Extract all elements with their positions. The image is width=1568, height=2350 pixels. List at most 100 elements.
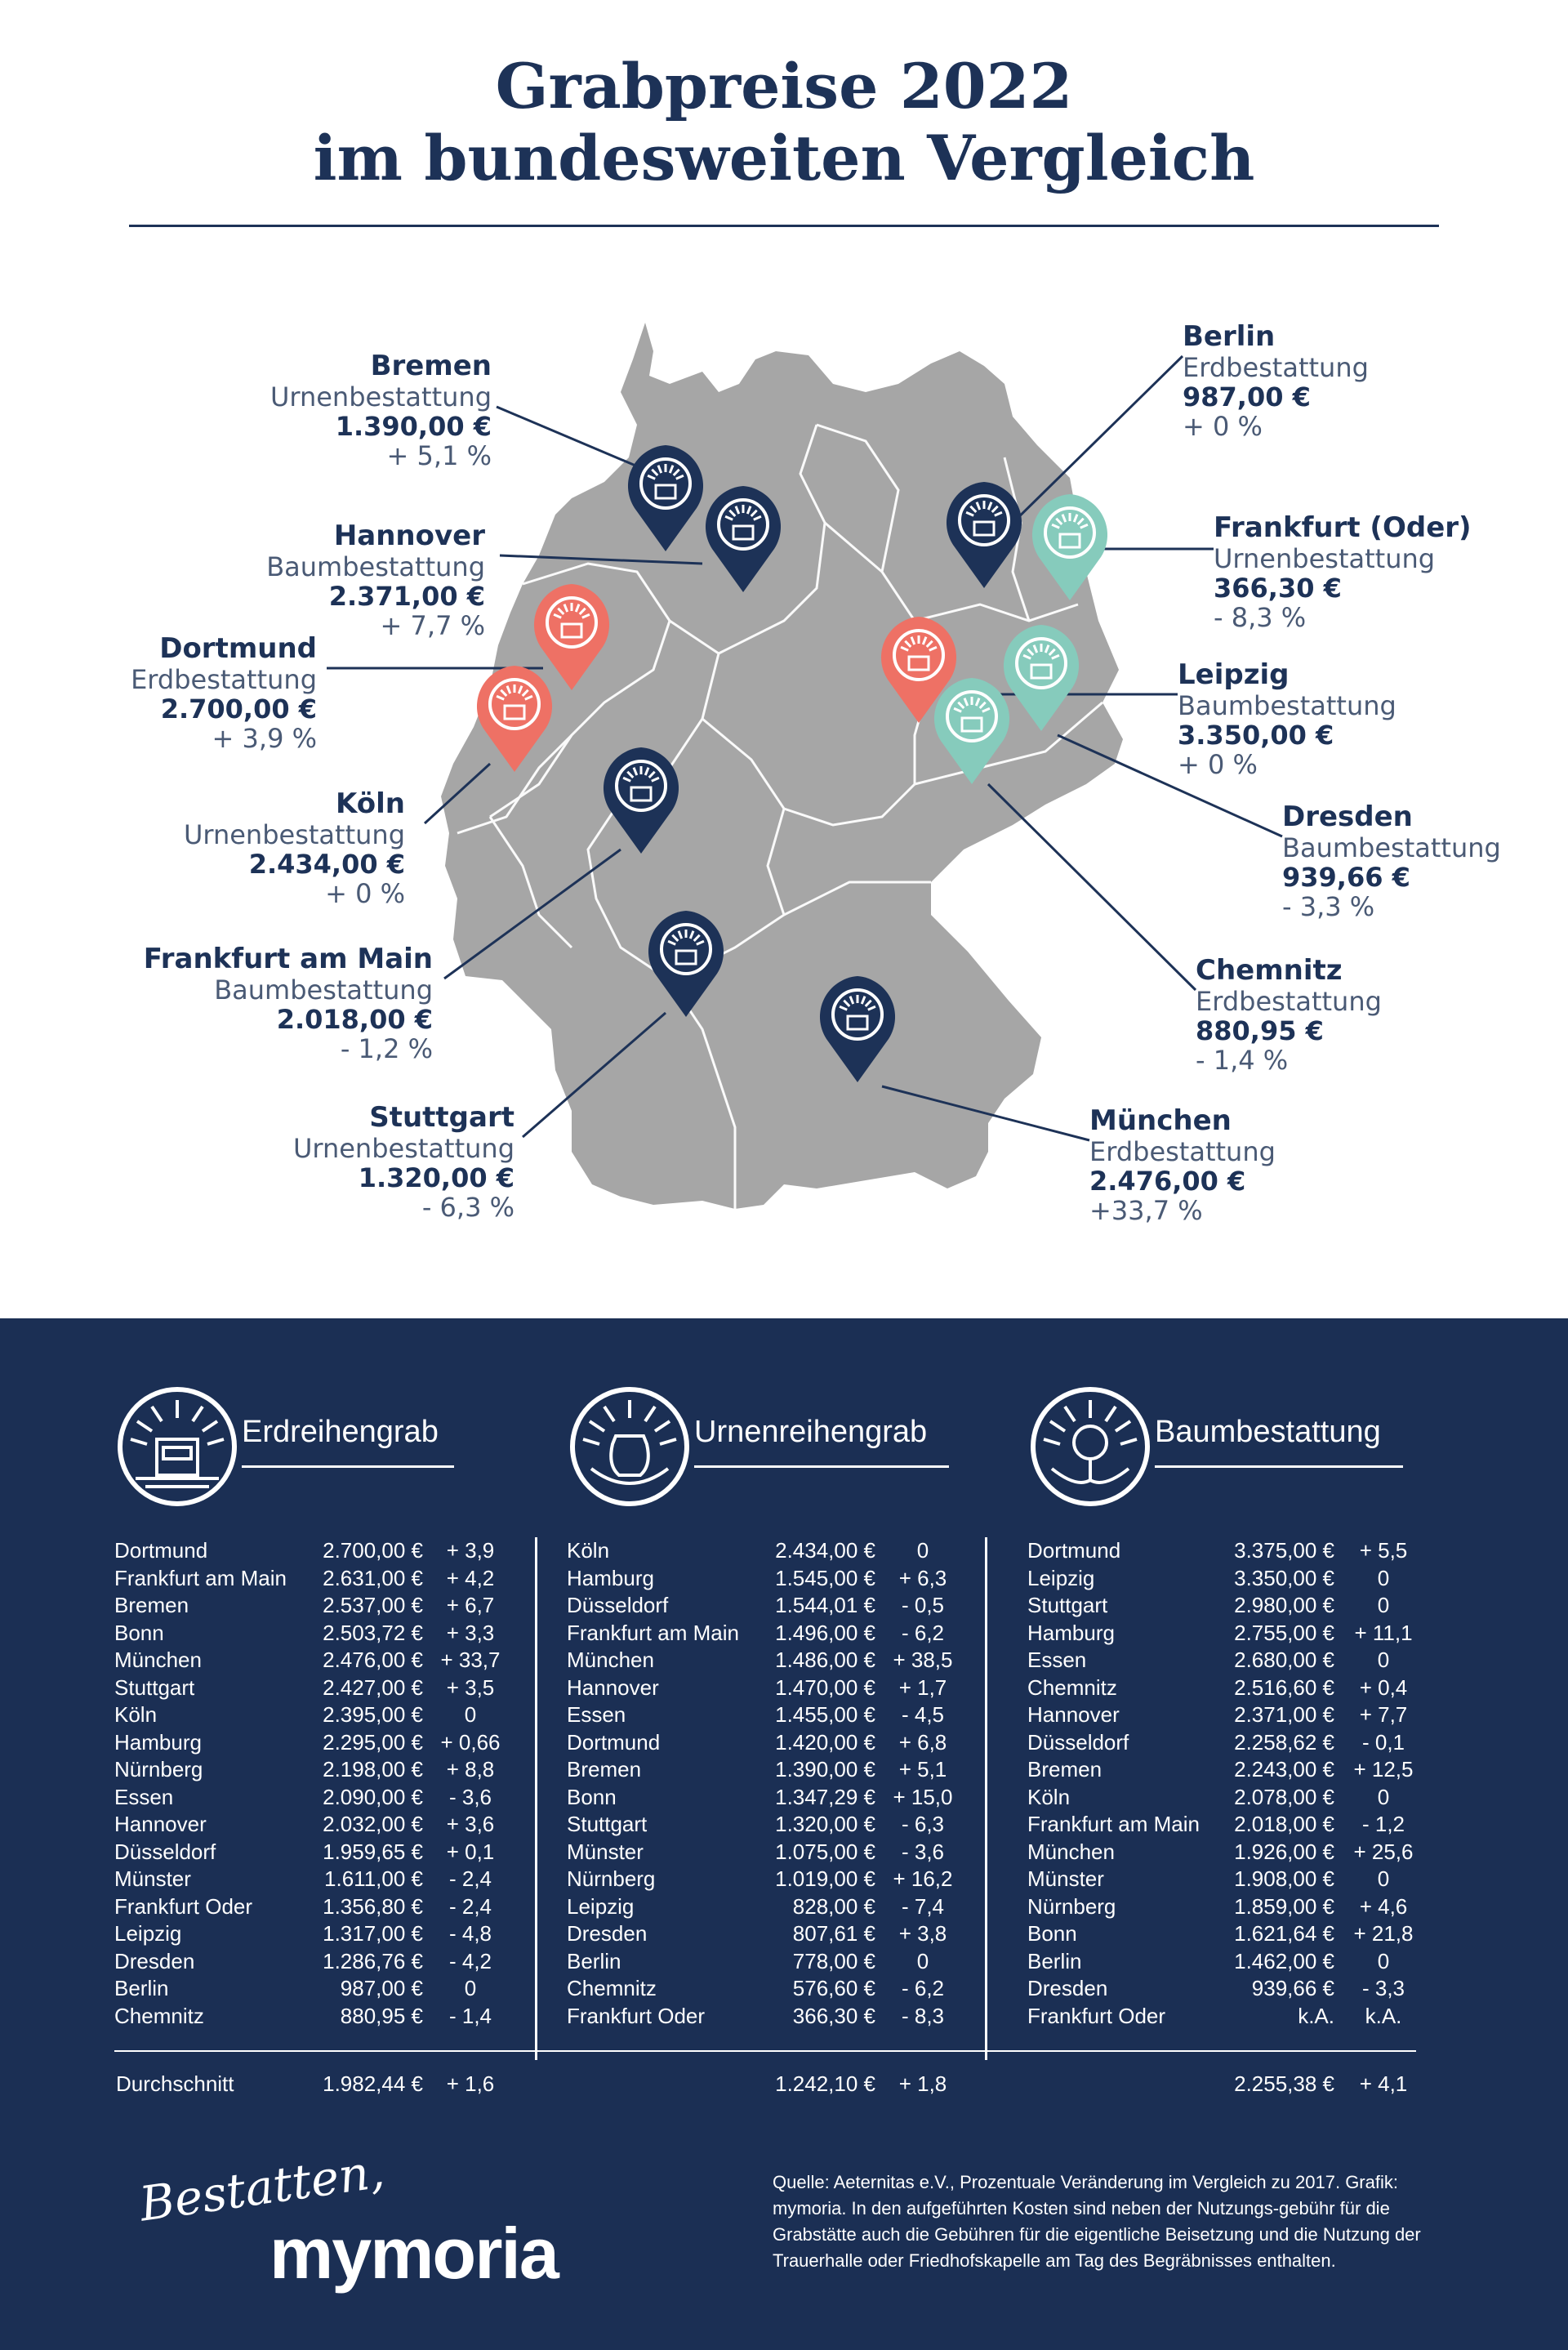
row-price: 1.356,80 € xyxy=(323,1893,423,1919)
label-frankfurt-oder: Frankfurt (Oder) Urnenbestattung 366,30 … xyxy=(1214,511,1472,632)
row-price: 939,66 € xyxy=(1251,1976,1334,2000)
label-city: Berlin xyxy=(1183,320,1276,353)
leader-line xyxy=(443,848,621,980)
table-row: Frankfurt am Main 2.631,00 € + 4,2 xyxy=(114,1565,539,1593)
row-change: - 2,4 xyxy=(448,1866,492,1891)
label-change: + 7,7 % xyxy=(380,610,485,641)
row-price: 1.621,64 € xyxy=(1234,1921,1334,1946)
table-row: Berlin 1.462,00 € 0 xyxy=(1027,1948,1419,1976)
label-type: Baumbestattung xyxy=(1178,690,1396,721)
table-row: Bonn 2.503,72 € + 3,3 xyxy=(114,1620,539,1648)
label-city: Leipzig xyxy=(1178,658,1290,691)
map-pin-icon xyxy=(533,584,610,690)
row-city: Berlin xyxy=(114,1976,169,2000)
urn-badge-icon xyxy=(570,1387,689,1506)
row-price: 2.032,00 € xyxy=(323,1812,423,1836)
table-row: Münster 1.075,00 € - 3,6 xyxy=(567,1839,991,1866)
average-divider xyxy=(114,2050,1416,2052)
row-city: Frankfurt Oder xyxy=(567,2003,706,2028)
row-city: Bonn xyxy=(1027,1921,1077,1946)
row-city: Frankfurt Oder xyxy=(1027,2003,1166,2028)
row-price: 576,60 € xyxy=(792,1976,875,2000)
row-city: Chemnitz xyxy=(567,1976,657,2000)
table-row: Nürnberg 1.019,00 € + 16,2 xyxy=(567,1866,991,1893)
row-city: Essen xyxy=(567,1702,626,1727)
row-price: 2.295,00 € xyxy=(323,1729,423,1755)
page-title: Grabpreise 2022 im bundesweiten Vergleic… xyxy=(0,51,1568,194)
row-city: Köln xyxy=(114,1702,158,1727)
row-city: Frankfurt am Main xyxy=(1027,1812,1200,1836)
leader-line xyxy=(496,405,646,471)
title-line-2: im bundesweiten Vergleich xyxy=(313,122,1255,194)
table-row: Hamburg 2.295,00 € + 0,66 xyxy=(114,1729,539,1757)
row-change: + 25,6 xyxy=(1353,1839,1414,1864)
row-price: 366,30 € xyxy=(792,2003,875,2028)
map-pin-icon xyxy=(705,486,782,592)
row-price: 1.462,00 € xyxy=(1234,1948,1334,1973)
row-price: 2.755,00 € xyxy=(1234,1620,1334,1645)
label-change: + 0 % xyxy=(1178,749,1258,780)
row-city: Nürnberg xyxy=(1027,1893,1116,1919)
row-change: + 3,5 xyxy=(446,1674,495,1700)
row-city: Essen xyxy=(114,1784,174,1809)
row-price: 2.537,00 € xyxy=(323,1593,423,1617)
coffin-badge-icon xyxy=(118,1387,237,1506)
row-change: 0 xyxy=(1377,1866,1390,1891)
row-price: 2.371,00 € xyxy=(1234,1702,1334,1727)
map-pin-icon xyxy=(603,747,679,854)
label-price: 1.320,00 € xyxy=(358,1162,514,1193)
row-change: + 11,1 xyxy=(1354,1620,1413,1645)
label-city: Hannover xyxy=(333,519,485,552)
map-pin-icon xyxy=(933,678,1010,784)
label-type: Baumbestattung xyxy=(1282,832,1501,863)
row-city: Bremen xyxy=(1027,1757,1102,1781)
table-row: Bremen 2.537,00 € + 6,7 xyxy=(114,1592,539,1620)
row-change: + 4,6 xyxy=(1359,1893,1408,1919)
row-change: + 3,3 xyxy=(446,1620,495,1645)
row-city: München xyxy=(114,1648,202,1672)
row-price: 1.959,65 € xyxy=(323,1839,423,1864)
erdreihengrab-header: Erdreihengrab xyxy=(114,1384,482,1514)
row-price: 1.486,00 € xyxy=(775,1648,875,1672)
label-city: Dresden xyxy=(1282,800,1413,833)
row-city: Hamburg xyxy=(1027,1620,1115,1645)
row-change: - 0,5 xyxy=(901,1593,945,1617)
map-pin-icon xyxy=(476,666,553,772)
row-city: Dresden xyxy=(567,1921,648,1946)
row-city: Berlin xyxy=(1027,1948,1082,1973)
row-change: + 6,7 xyxy=(446,1593,495,1617)
row-city: Düsseldorf xyxy=(114,1839,216,1864)
row-change: + 3,6 xyxy=(446,1812,495,1836)
table-row: Köln 2.395,00 € 0 xyxy=(114,1701,539,1729)
label-change: + 5,1 % xyxy=(386,440,492,471)
table-row: Stuttgart 1.320,00 € - 6,3 xyxy=(567,1811,991,1839)
table-row: Hannover 2.032,00 € + 3,6 xyxy=(114,1811,539,1839)
average-label: Durchschnitt xyxy=(116,2071,234,2096)
table-row: Chemnitz 880,95 € - 1,4 xyxy=(114,2003,539,2031)
row-city: Bonn xyxy=(114,1620,164,1645)
row-price: 2.434,00 € xyxy=(775,1538,875,1563)
label-city: Frankfurt am Main xyxy=(143,943,433,975)
row-price: 2.243,00 € xyxy=(1234,1757,1334,1781)
row-price: 1.075,00 € xyxy=(775,1839,875,1864)
map-pins xyxy=(476,445,1108,1082)
row-change: - 6,2 xyxy=(901,1620,945,1645)
row-change: 0 xyxy=(916,1538,929,1563)
label-city: Chemnitz xyxy=(1196,954,1343,987)
table-row: Stuttgart 2.980,00 € 0 xyxy=(1027,1592,1419,1620)
row-city: Hamburg xyxy=(567,1565,654,1590)
row-city: Stuttgart xyxy=(114,1674,195,1700)
row-change: - 2,4 xyxy=(448,1893,492,1919)
row-city: Dortmund xyxy=(1027,1538,1121,1563)
baumbestattung-rule xyxy=(1155,1465,1403,1468)
row-price: 2.700,00 € xyxy=(323,1538,423,1563)
row-change: + 15,0 xyxy=(893,1784,953,1809)
row-city: Dortmund xyxy=(567,1729,661,1755)
table-row: München 2.476,00 € + 33,7 xyxy=(114,1647,539,1674)
map-pin-icon xyxy=(627,445,704,551)
label-type: Urnenbestattung xyxy=(1214,543,1436,574)
label-price: 2.371,00 € xyxy=(328,581,485,612)
table-row: Dortmund 1.420,00 € + 6,8 xyxy=(567,1729,991,1757)
leader-line xyxy=(881,1085,1090,1142)
row-price: 1.496,00 € xyxy=(775,1620,875,1645)
